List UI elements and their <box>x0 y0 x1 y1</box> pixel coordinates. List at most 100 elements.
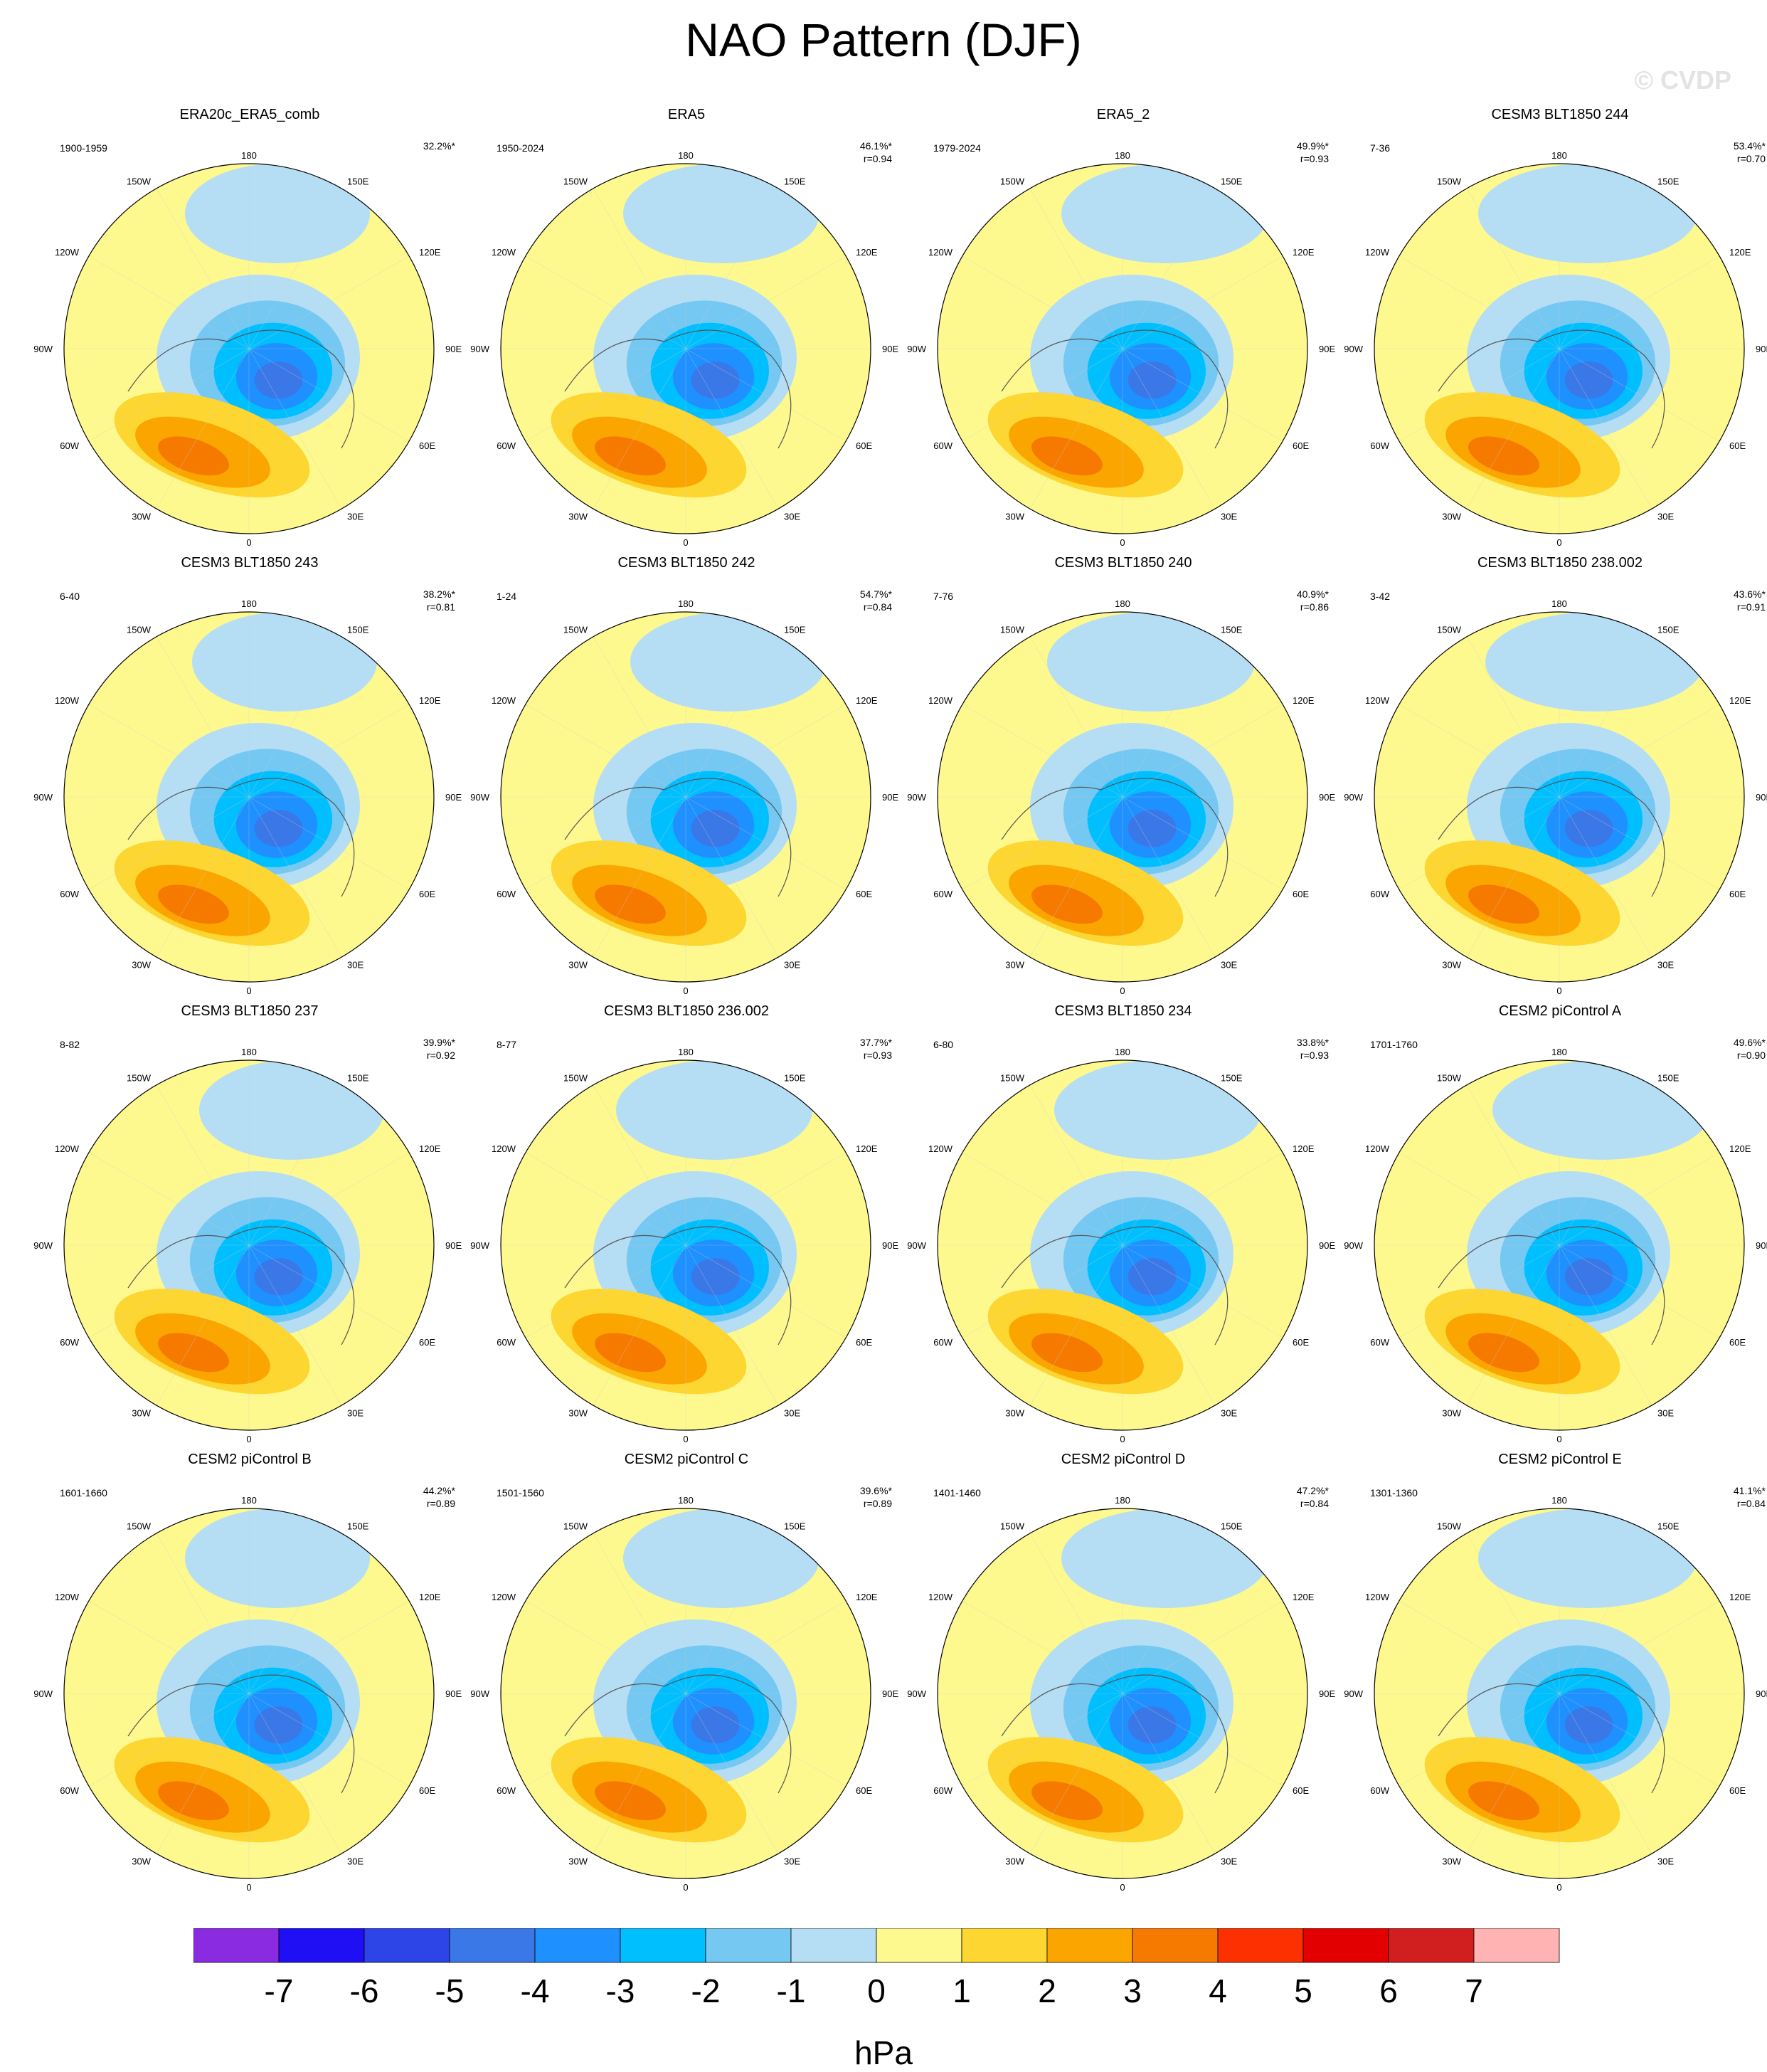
atlantic-high-contour <box>158 884 229 924</box>
polar-map: 180 150E 120E 90E 60E 30E 0 30W 60W 90W 120W 150W <box>33 1047 462 1444</box>
figure-title: NAO Pattern (DJF) <box>685 14 1082 66</box>
panel-years: 6-40 <box>60 591 80 602</box>
meridian-line <box>248 348 410 442</box>
arctic-low-contour <box>1127 1706 1177 1744</box>
arctic-low-contour <box>1127 361 1177 399</box>
arctic-low-contour <box>1564 810 1613 847</box>
coastline <box>1001 1226 1229 1346</box>
longitude-label: 30E <box>1657 1856 1674 1867</box>
longitude-label: 30E <box>347 512 364 522</box>
meridian-line <box>685 348 847 442</box>
longitude-label: 60E <box>1729 440 1746 451</box>
pacific-low-anomaly <box>1047 612 1255 712</box>
longitude-label: 30W <box>1005 512 1024 522</box>
colorbar-swatch <box>1132 1928 1219 1963</box>
panel-years: 3-42 <box>1370 591 1391 602</box>
longitude-label: 0 <box>1120 1882 1125 1893</box>
coastline <box>127 1226 355 1346</box>
pattern-correlation: r=0.94 <box>863 153 892 164</box>
pacific-low-anomaly <box>616 1060 812 1160</box>
panel-title: CESM3 BLT1850 238.002 <box>1477 555 1643 571</box>
meridian-line <box>248 188 342 349</box>
longitude-label: 30W <box>132 1856 151 1867</box>
atlantic-high-contour <box>595 1781 666 1821</box>
pct-explained: 38.2%* <box>423 588 455 600</box>
longitude-label: 150W <box>563 1072 588 1083</box>
longitude-label: 150E <box>1657 624 1680 635</box>
longitude-label: 180 <box>241 1495 257 1506</box>
longitude-label: 120E <box>856 1143 878 1154</box>
meridian-line <box>1029 1244 1123 1406</box>
pct-explained: 41.1%* <box>1733 1485 1766 1496</box>
longitude-label: 30E <box>784 512 800 522</box>
panel-years: 1979-2024 <box>933 142 981 154</box>
panel-title: CESM2 piControl B <box>188 1452 312 1467</box>
pct-explained: 46.1%* <box>859 140 892 152</box>
meridian-line <box>962 1244 1123 1338</box>
meridian-line <box>88 796 250 890</box>
atlantic-high-contour <box>158 1333 229 1373</box>
map-border <box>63 611 435 983</box>
longitude-label: 30W <box>132 960 151 971</box>
longitude-label: 60E <box>856 889 872 899</box>
pacific-low-anomaly <box>185 1508 370 1608</box>
panel-title: ERA20c_ERA5_comb <box>179 107 320 122</box>
colorbar-tick-label: -2 <box>691 1972 721 2009</box>
pattern-correlation: r=0.84 <box>1300 1498 1329 1509</box>
panel-pct-variance: 54.7%* r=0.84 <box>860 588 892 613</box>
map-panel: CESM3 BLT1850 234 6-80 33.8%* r=0.93 180 150E… <box>905 1003 1342 1452</box>
meridian-line <box>1559 188 1652 349</box>
meridian-line <box>1122 348 1216 509</box>
meridian-line <box>1466 1693 1560 1854</box>
pacific-low-anomaly <box>185 164 370 263</box>
longitude-label: 0 <box>1120 1434 1125 1444</box>
colorbar-swatch <box>620 1928 706 1963</box>
meridian-line <box>1559 1693 1652 1854</box>
longitude-label: 120E <box>1293 695 1315 706</box>
meridian-line <box>1122 1244 1216 1406</box>
atlantic-high-contour <box>1468 436 1539 476</box>
meridian-line <box>156 188 250 349</box>
meridian-line <box>88 1600 250 1694</box>
colorbar-tick-label: 0 <box>867 1972 886 2009</box>
pattern-correlation: r=0.89 <box>426 1498 455 1509</box>
meridian-line <box>685 1693 779 1854</box>
longitude-label: 150E <box>784 1521 806 1531</box>
longitude-label: 150W <box>127 1521 152 1531</box>
meridian-line <box>248 1244 410 1338</box>
longitude-label: 0 <box>246 1434 251 1444</box>
meridian-line <box>1559 1084 1652 1246</box>
colorbar-tick-label: 7 <box>1465 1972 1483 2009</box>
meridian-line <box>1122 188 1216 349</box>
longitude-label: 120W <box>928 1592 953 1602</box>
map-border <box>1374 1059 1745 1431</box>
pattern-correlation: r=0.93 <box>863 1050 892 1061</box>
meridian-line <box>1399 1152 1560 1246</box>
panel-years: 1501-1560 <box>497 1487 544 1498</box>
panel-pct-variance: 47.2%* r=0.84 <box>1297 1484 1329 1510</box>
polar-map: 180 150E 120E 90E 60E 30E 0 30W 60W 90W 120W 150W <box>907 598 1335 996</box>
colorbar-swatch <box>1046 1928 1133 1963</box>
meridian-line <box>1559 255 1720 349</box>
meridian-line <box>525 1152 686 1246</box>
meridian-line <box>1029 348 1123 509</box>
polar-map: 180 150E 120E 90E 60E 30E 0 30W 60W 90W 120W 150W <box>470 598 898 996</box>
longitude-label: 30W <box>1442 960 1461 971</box>
coastline <box>1001 329 1229 449</box>
meridian-line <box>248 1533 342 1694</box>
colorbar-swatch <box>1473 1928 1560 1963</box>
longitude-label: 150W <box>1437 624 1462 635</box>
longitude-label: 120E <box>1293 247 1315 258</box>
panel-pct-variance: 49.6%* r=0.90 <box>1734 1036 1766 1062</box>
panel-title: CESM3 BLT1850 240 <box>1054 555 1192 571</box>
polar-map: 180 150E 120E 90E 60E 30E 0 30W 60W 90W 120W 150W <box>33 150 462 548</box>
meridian-line <box>1122 1152 1283 1246</box>
panel-title: CESM3 BLT1850 244 <box>1491 107 1629 122</box>
meridian-line <box>248 348 342 509</box>
map-border <box>500 1508 871 1879</box>
meridian-line <box>88 704 250 798</box>
longitude-label: 90W <box>470 1688 489 1699</box>
meridian-line <box>1559 1244 1720 1338</box>
panel-pct-variance: 38.2%* r=0.81 <box>423 588 455 613</box>
polar-map: 180 150E 120E 90E 60E 30E 0 30W 60W 90W 120W 150W <box>1344 1495 1767 1893</box>
